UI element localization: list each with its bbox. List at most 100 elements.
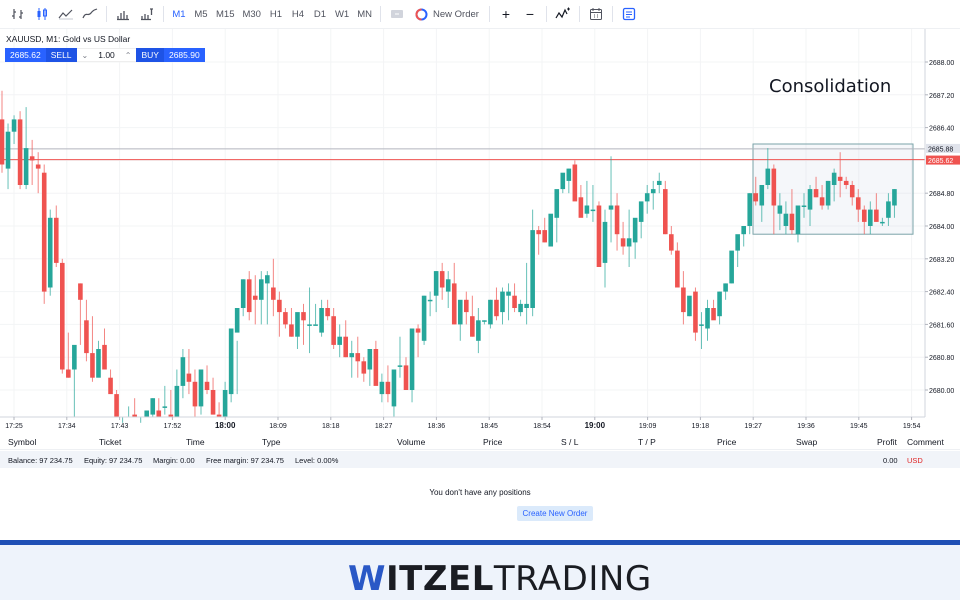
timeframe-m1[interactable]: M1	[172, 8, 186, 20]
candle	[765, 168, 771, 185]
candle	[72, 344, 77, 370]
candle	[560, 172, 566, 190]
candle	[433, 271, 439, 296]
candle	[168, 414, 174, 417]
logo-trading: TRADING	[493, 559, 652, 599]
chevron-down-icon[interactable]: ⌄	[81, 50, 89, 60]
price-label: 2682.40	[929, 290, 954, 297]
candle	[590, 209, 596, 212]
calendar-icon[interactable]	[584, 3, 608, 25]
price-label: 2684.00	[929, 224, 954, 231]
candle	[711, 308, 716, 321]
candle	[608, 205, 614, 210]
column-profit[interactable]: Profit	[877, 437, 897, 447]
candle	[699, 324, 704, 326]
timeframe-d1[interactable]: D1	[313, 8, 327, 20]
timeframe-h1[interactable]: H1	[269, 8, 283, 20]
candle	[500, 291, 505, 313]
candle	[349, 353, 355, 358]
candle	[735, 234, 740, 251]
candle	[663, 189, 668, 235]
candle	[331, 316, 336, 345]
candle	[602, 221, 608, 263]
symbol-legend: XAUUSD, M1: Gold vs US Dollar	[6, 34, 131, 44]
line-chart-icon[interactable]	[78, 3, 102, 25]
candle	[693, 291, 698, 333]
timeframe-w1[interactable]: W1	[334, 8, 350, 20]
candle	[470, 316, 475, 337]
candle	[367, 349, 373, 370]
chart-area[interactable]: XAUUSD, M1: Gold vs US Dollar 2685.62 SE…	[0, 29, 960, 432]
candle	[102, 344, 107, 370]
volume-icon[interactable]	[111, 3, 135, 25]
candlestick-icon[interactable]	[30, 3, 54, 25]
candle	[0, 119, 5, 165]
candle	[892, 189, 897, 206]
time-label: 17:52	[164, 423, 182, 430]
witzel-trading-logo: WITZELTRADING	[348, 559, 652, 599]
candle	[5, 131, 11, 169]
timeframe-m15[interactable]: M15	[216, 8, 235, 20]
candle	[373, 349, 379, 386]
bar-chart-icon[interactable]	[6, 3, 30, 25]
column-tp[interactable]: T / P	[638, 437, 656, 447]
candle	[385, 381, 391, 395]
sell-button[interactable]: SELL	[45, 48, 77, 62]
candle	[343, 336, 349, 358]
timeframe-h4[interactable]: H4	[291, 8, 305, 20]
candle	[506, 291, 511, 296]
time-label: 18:45	[480, 423, 498, 430]
area-chart-icon[interactable]	[54, 3, 78, 25]
consolidation-box[interactable]	[752, 143, 914, 235]
candle	[476, 320, 481, 341]
column-volume[interactable]: Volume	[397, 437, 426, 447]
indicators-icon[interactable]	[551, 3, 575, 25]
column-type[interactable]: Type	[262, 437, 281, 447]
time-label: 19:00	[585, 421, 606, 430]
quantity-value[interactable]: 1.00	[98, 50, 115, 60]
column-price[interactable]: Price	[483, 437, 503, 447]
buy-button[interactable]: BUY	[136, 48, 164, 62]
candle	[265, 275, 270, 284]
quantity-stepper[interactable]: ⌄ 1.00 ⌃	[76, 48, 137, 62]
one-click-trading-icon[interactable]	[385, 3, 409, 25]
indicator-icon[interactable]	[135, 3, 159, 25]
time-label: 18:09	[269, 423, 287, 430]
candle	[747, 193, 753, 226]
brand-footer: WITZELTRADING	[0, 540, 960, 600]
column-time[interactable]: Time	[186, 437, 205, 447]
column-comment[interactable]: Comment	[907, 437, 944, 447]
consolidation-annotation[interactable]: Consolidation	[769, 76, 892, 97]
candle	[638, 201, 644, 222]
candle	[397, 365, 403, 367]
toolbar-divider	[106, 6, 107, 22]
logo-w: W	[348, 559, 387, 599]
new-order-button[interactable]: New Order	[409, 3, 485, 25]
chevron-up-icon[interactable]: ⌃	[124, 50, 132, 60]
zoom-in-button[interactable]: +	[501, 6, 511, 22]
column-sl[interactable]: S / L	[561, 437, 579, 447]
timeframe-m30[interactable]: M30	[242, 8, 261, 20]
zoom-out-button[interactable]: −	[525, 6, 535, 22]
candle	[819, 197, 825, 206]
column-symbol[interactable]: Symbol	[8, 437, 37, 447]
account-summary: Balance: 97 234.75 Equity: 97 234.75 Mar…	[0, 451, 960, 468]
candle	[192, 381, 198, 407]
candle	[222, 390, 228, 417]
positions-panel-icon[interactable]	[617, 3, 641, 25]
column-current-price[interactable]: Price	[717, 437, 737, 447]
create-new-order-button[interactable]: Create New Order	[517, 506, 593, 521]
candle	[868, 209, 873, 226]
column-ticket[interactable]: Ticket	[99, 437, 122, 447]
timeframe-m5[interactable]: M5	[194, 8, 208, 20]
candle	[650, 189, 656, 194]
column-swap[interactable]: Swap	[796, 437, 818, 447]
bid-price-marker: 2685.62	[928, 158, 953, 165]
candlestick-chart[interactable]: 2688.00 2687.20 2686.40 2684.80 2684.00 2683.…	[0, 29, 960, 432]
time-label: 19:09	[639, 423, 657, 430]
buy-price[interactable]: 2685.90	[163, 48, 205, 62]
timeframe-mn[interactable]: MN	[357, 8, 372, 20]
time-label: 19:36	[797, 423, 815, 430]
candle	[669, 234, 674, 251]
sell-price[interactable]: 2685.62	[5, 48, 46, 62]
